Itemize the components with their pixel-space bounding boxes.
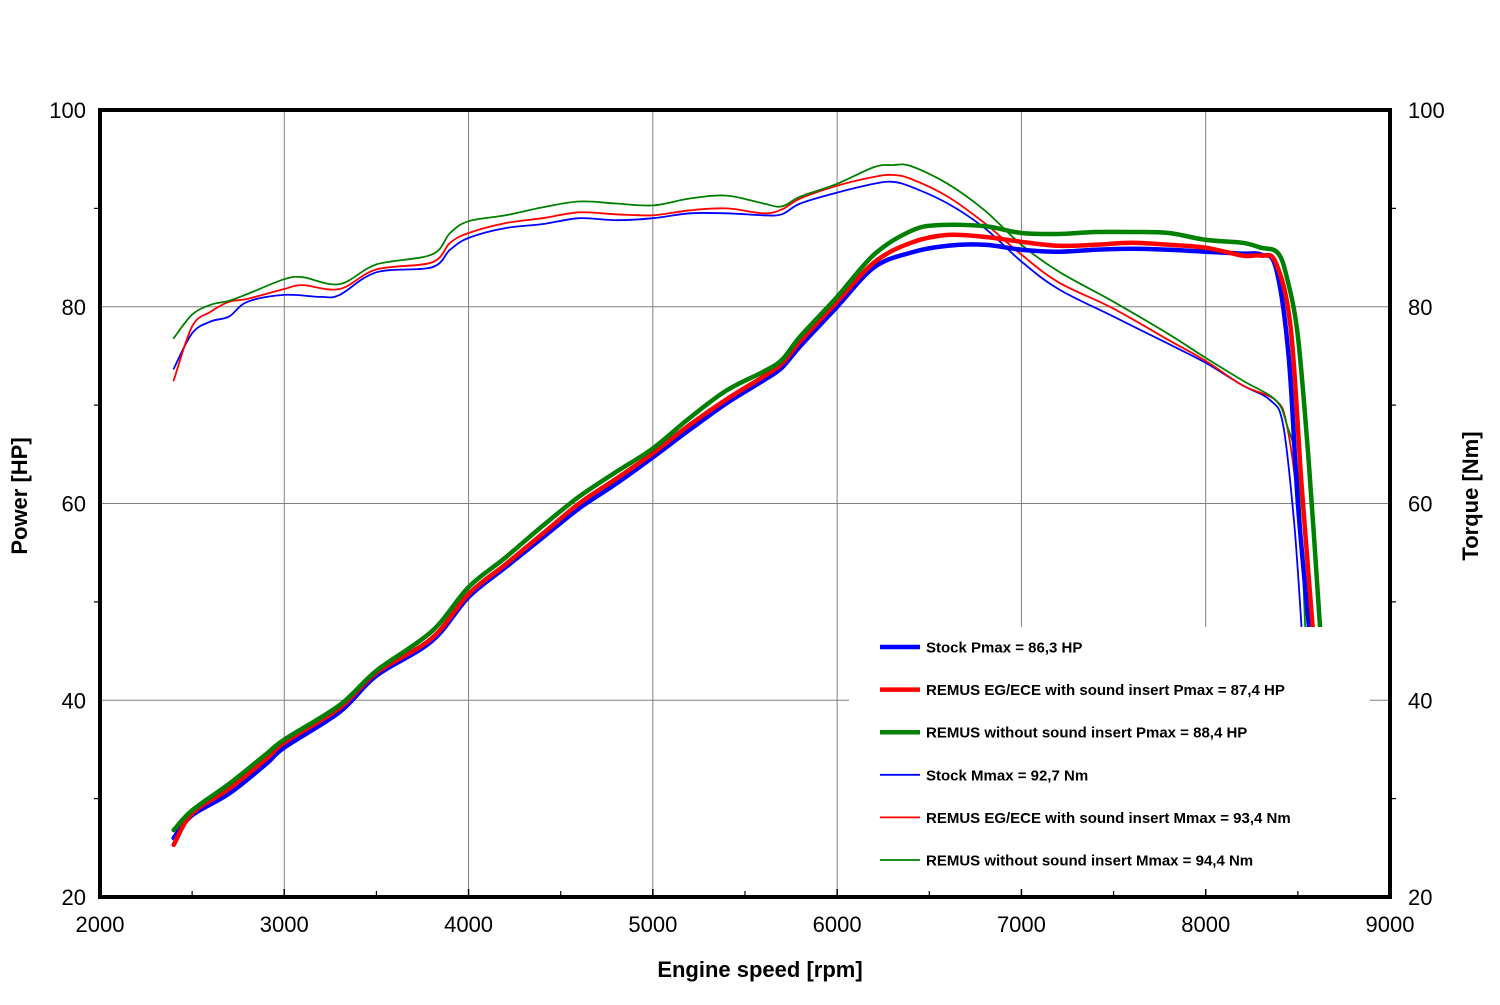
legend-box [849,627,1370,889]
y2-tick-label: 100 [1408,98,1445,123]
x-tick-label: 5000 [628,912,677,937]
legend-label: REMUS without sound insert Mmax = 94,4 N… [926,853,1253,870]
legend-label: Stock Mmax = 92,7 Nm [926,767,1088,784]
y2-tick-label: 60 [1408,492,1432,517]
legend: Stock Pmax = 86,3 HP REMUS EG/ECE with so… [849,627,1370,889]
y2-tick-label: 20 [1408,885,1432,910]
series-line [171,222,1323,833]
legend-label: REMUS without sound insert Pmax = 88,4 H… [926,725,1247,742]
y-axis-title: Power [HP] [7,437,32,554]
series-layer [171,163,1336,889]
x-tick-label: 2000 [76,912,125,937]
y-tick-label: 80 [62,295,86,320]
ticks-layer: 2000 3000 4000 5000 6000 7000 8000 900020406080… [49,98,1444,937]
series-line [172,163,1307,628]
y-tick-label: 100 [49,98,86,123]
legend-label: Stock Pmax = 86,3 HP [926,640,1082,657]
x-tick-label: 3000 [260,912,309,937]
legend-label: REMUS EG/ECE with sound insert Mmax = 93… [926,810,1291,827]
y-tick-label: 20 [62,885,86,910]
y-tick-label: 60 [62,492,86,517]
y-tick-label: 40 [62,688,86,713]
legend-label: REMUS EG/ECE with sound insert Pmax = 87… [926,682,1285,699]
y2-axis-title: Torque [Nm] [1458,431,1483,560]
x-tick-label: 9000 [1366,912,1415,937]
y2-tick-label: 40 [1408,688,1432,713]
x-axis-title: Engine speed [rpm] [657,957,862,982]
y2-tick-label: 80 [1408,295,1432,320]
x-tick-label: 8000 [1181,912,1230,937]
x-tick-label: 7000 [997,912,1046,937]
series-line [172,180,1303,628]
series-line [172,173,1310,628]
x-tick-label: 4000 [444,912,493,937]
x-tick-label: 6000 [813,912,862,937]
